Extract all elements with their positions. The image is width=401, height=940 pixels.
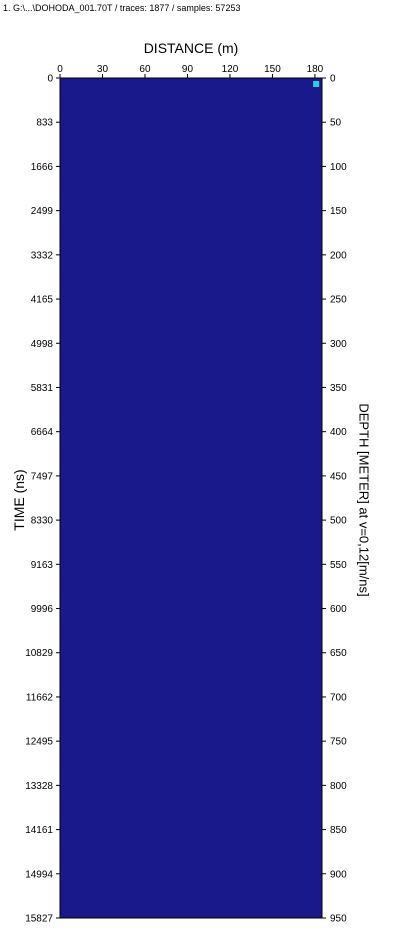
time-tick-label: 8330	[31, 516, 54, 527]
depth-tick-label: 250	[330, 295, 347, 306]
depth-tick-label: 450	[330, 471, 347, 482]
time-tick-label: 7497	[31, 471, 54, 482]
time-tick-label: 11662	[26, 692, 54, 703]
radargram-features	[59, 77, 323, 919]
time-tick-label: 833	[36, 118, 53, 129]
x-tick-label: 180	[307, 64, 324, 75]
time-tick-label: 4165	[31, 295, 54, 306]
plot-frame	[59, 77, 323, 919]
x-tick-label: 120	[222, 64, 239, 75]
depth-tick-label: 400	[330, 427, 347, 438]
time-tick-label: 13328	[25, 781, 53, 792]
time-tick-label: 6664	[31, 427, 54, 438]
x-tick-label: 60	[139, 64, 151, 75]
time-tick-label: 3332	[31, 250, 54, 261]
trace-marker	[313, 81, 320, 87]
x-tick-label: 0	[57, 64, 63, 75]
time-tick-label: 12495	[25, 737, 53, 748]
depth-tick-label: 850	[330, 825, 347, 836]
x-tick-label: 90	[182, 64, 194, 75]
time-tick-label: 14161	[25, 825, 53, 836]
time-tick-label: 0	[47, 74, 53, 85]
time-tick-label: 4998	[31, 339, 54, 350]
depth-tick-label: 200	[330, 250, 347, 261]
x-axis-title: DISTANCE (m)	[143, 40, 239, 56]
depth-tick-label: 750	[330, 737, 347, 748]
time-tick-label: 9996	[31, 604, 54, 615]
time-tick-label: 14994	[25, 869, 53, 880]
depth-tick-label: 950	[330, 914, 347, 925]
depth-tick-label: 0	[330, 74, 336, 85]
time-tick-label: 5831	[31, 383, 54, 394]
depth-tick-label: 700	[330, 692, 347, 703]
depth-tick-label: 900	[330, 869, 347, 880]
radargram-plot-area	[60, 78, 322, 918]
depth-tick-label: 50	[330, 118, 342, 129]
time-tick-label: 1666	[31, 162, 54, 173]
depth-tick-label: 300	[330, 339, 347, 350]
time-tick-label: 15827	[25, 914, 53, 925]
x-tick-label: 30	[97, 64, 109, 75]
depth-tick-label: 500	[330, 516, 347, 527]
time-tick-label: 2499	[31, 206, 54, 217]
reflector-band	[60, 517, 322, 524]
depth-tick-label: 100	[330, 162, 347, 173]
time-tick-label: 10829	[25, 648, 53, 659]
depth-tick-label: 350	[330, 383, 347, 394]
depth-tick-label: 800	[330, 781, 347, 792]
depth-tick-label: 650	[330, 648, 347, 659]
depth-tick-label: 150	[330, 206, 347, 217]
time-tick-label: 9163	[31, 560, 54, 571]
file-info-header: 1. G:\...\DOHODA_001.70T / traces: 1877 …	[3, 3, 241, 13]
depth-tick-label: 550	[330, 560, 347, 571]
x-tick-label: 150	[264, 64, 281, 75]
depth-tick-label: 600	[330, 604, 347, 615]
